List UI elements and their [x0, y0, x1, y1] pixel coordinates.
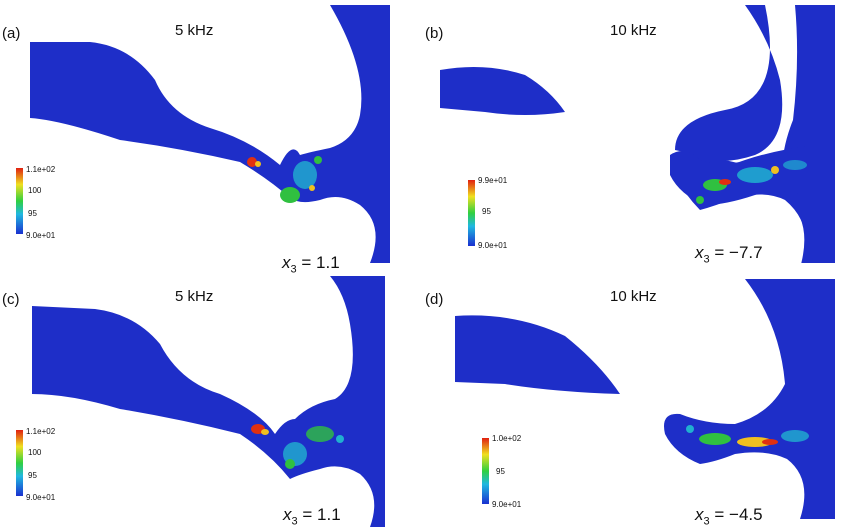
hotspots [686, 425, 809, 447]
panel-c-render [32, 276, 385, 527]
hotspots [251, 424, 344, 469]
panel-label: (d) [425, 291, 444, 308]
colorbar-max: 1.0e+02 [492, 434, 522, 443]
panel-label: (c) [2, 291, 20, 308]
colorbar-max: 9.9e+01 [478, 176, 508, 185]
panel-label: (b) [425, 25, 444, 42]
colorbar [482, 438, 489, 504]
colorbar-mid1: 95 [496, 467, 505, 476]
colorbar-min: 9.0e+01 [478, 241, 508, 250]
colorbar [16, 430, 23, 496]
coordinate-label: x3 = −7.7 [695, 243, 763, 266]
frequency-label: 10 kHz [610, 22, 657, 39]
airway-shape [664, 279, 835, 519]
frequency-label: 10 kHz [610, 288, 657, 305]
upper-airway-fragment [455, 315, 620, 394]
panel-a: (a) 5 kHz x3 = 1.1 1.1e+02 100 95 9.0e+0… [0, 0, 425, 275]
panel-d: (d) 10 kHz x3 = −4.5 1.0e+02 95 9.0e+01 [425, 264, 850, 527]
colorbar-mid1: 100 [28, 186, 42, 195]
upper-airway-fragment [440, 66, 565, 115]
colorbar-mid2: 95 [28, 471, 37, 480]
colorbar-mid1: 100 [28, 448, 42, 457]
colorbar [468, 180, 475, 246]
frequency-label: 5 kHz [175, 288, 214, 305]
colorbar-max: 1.1e+02 [26, 165, 56, 174]
colorbar-mid2: 95 [28, 209, 37, 218]
colorbar-mid1: 95 [482, 207, 491, 216]
airway-shape [32, 276, 385, 527]
panel-label: (a) [2, 25, 21, 42]
airway-shape [30, 5, 390, 263]
hotspots [247, 156, 322, 203]
frequency-label: 5 kHz [175, 22, 214, 39]
panel-b: (b) 10 kHz x3 = −7.7 9.9e+01 95 9.0e+01 [425, 0, 850, 266]
colorbar-min: 9.0e+01 [26, 493, 56, 502]
panel-c: (c) 5 kHz x3 = 1.1 1.1e+02 100 95 9.0e+0… [0, 264, 425, 527]
coordinate-label: x3 = 1.1 [282, 253, 340, 276]
panel-b-render [440, 5, 835, 263]
colorbar [16, 168, 23, 234]
hotspots [696, 160, 807, 204]
panel-d-render [455, 279, 835, 519]
colorbar-min: 9.0e+01 [492, 500, 522, 509]
coordinate-label: x3 = −4.5 [695, 505, 763, 527]
colorbar-min: 9.0e+01 [26, 231, 56, 240]
colorbar-max: 1.1e+02 [26, 427, 56, 436]
coordinate-label: x3 = 1.1 [283, 505, 341, 527]
panel-a-render [30, 5, 390, 263]
